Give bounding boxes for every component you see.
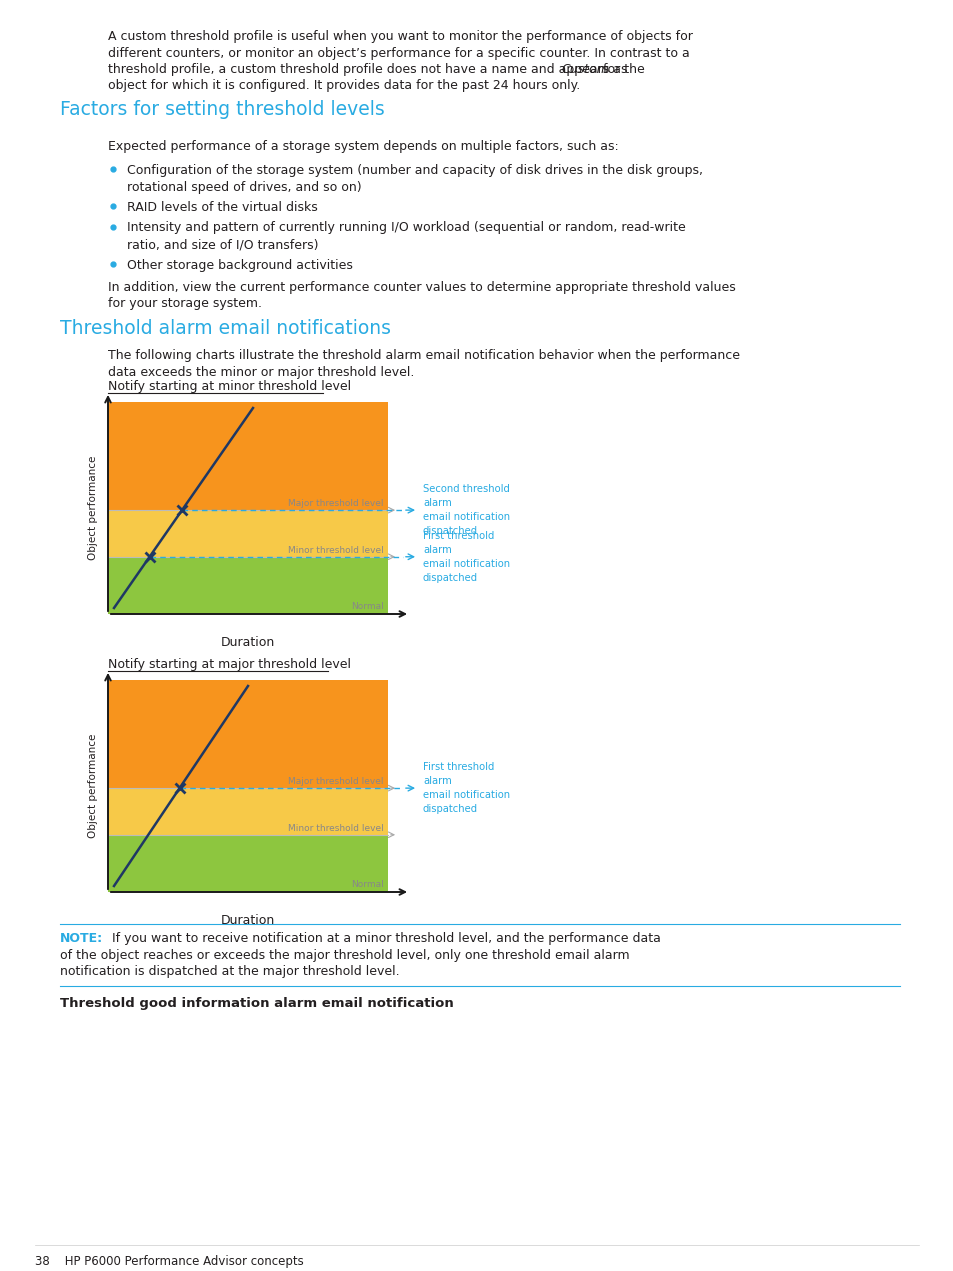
Text: Object performance: Object performance <box>88 733 98 838</box>
Text: Second threshold
alarm
email notification
dispatched: Second threshold alarm email notificatio… <box>422 484 510 536</box>
Text: for the: for the <box>598 64 644 76</box>
Text: First threshold
alarm
email notification
dispatched: First threshold alarm email notification… <box>422 763 510 815</box>
Text: NOTE:: NOTE: <box>60 932 103 946</box>
Text: Normal: Normal <box>351 602 384 611</box>
Bar <box>108 402 388 510</box>
Text: If you want to receive notification at a minor threshold level, and the performa: If you want to receive notification at a… <box>112 932 660 946</box>
Text: Object performance: Object performance <box>88 456 98 561</box>
Bar <box>108 557 388 614</box>
Bar <box>108 835 388 892</box>
Text: Threshold good information alarm email notification: Threshold good information alarm email n… <box>60 998 454 1010</box>
Text: Custom: Custom <box>560 64 608 76</box>
Text: A custom threshold profile is useful when you want to monitor the performance of: A custom threshold profile is useful whe… <box>108 31 692 43</box>
Text: Threshold alarm email notifications: Threshold alarm email notifications <box>60 319 391 338</box>
Text: Minor threshold level: Minor threshold level <box>288 545 384 554</box>
Text: Major threshold level: Major threshold level <box>288 777 384 787</box>
Text: rotational speed of drives, and so on): rotational speed of drives, and so on) <box>127 180 361 193</box>
Text: Other storage background activities: Other storage background activities <box>127 258 353 272</box>
Text: Duration: Duration <box>221 914 274 927</box>
Text: notification is dispatched at the major threshold level.: notification is dispatched at the major … <box>60 965 399 977</box>
Text: threshold profile, a custom threshold profile does not have a name and appears a: threshold profile, a custom threshold pr… <box>108 64 631 76</box>
Text: Notify starting at major threshold level: Notify starting at major threshold level <box>108 658 351 671</box>
Text: data exceeds the minor or major threshold level.: data exceeds the minor or major threshol… <box>108 366 414 379</box>
Text: Minor threshold level: Minor threshold level <box>288 824 384 833</box>
Text: 38    HP P6000 Performance Advisor concepts: 38 HP P6000 Performance Advisor concepts <box>35 1254 303 1268</box>
Text: Factors for setting threshold levels: Factors for setting threshold levels <box>60 100 384 119</box>
Text: Configuration of the storage system (number and capacity of disk drives in the d: Configuration of the storage system (num… <box>127 164 702 177</box>
Text: for your storage system.: for your storage system. <box>108 297 262 310</box>
Text: Expected performance of a storage system depends on multiple factors, such as:: Expected performance of a storage system… <box>108 140 618 153</box>
Text: The following charts illustrate the threshold alarm email notification behavior : The following charts illustrate the thre… <box>108 350 740 362</box>
Bar <box>108 680 388 788</box>
Text: Notify starting at minor threshold level: Notify starting at minor threshold level <box>108 380 351 393</box>
Bar <box>108 788 388 835</box>
Text: Duration: Duration <box>221 636 274 649</box>
Text: ratio, and size of I/O transfers): ratio, and size of I/O transfers) <box>127 238 318 250</box>
Text: object for which it is configured. It provides data for the past 24 hours only.: object for which it is configured. It pr… <box>108 80 579 93</box>
Text: Intensity and pattern of currently running I/O workload (sequential or random, r: Intensity and pattern of currently runni… <box>127 221 685 235</box>
Text: In addition, view the current performance counter values to determine appropriat: In addition, view the current performanc… <box>108 281 735 294</box>
Text: Normal: Normal <box>351 880 384 888</box>
Text: First threshold
alarm
email notification
dispatched: First threshold alarm email notification… <box>422 531 510 583</box>
Text: RAID levels of the virtual disks: RAID levels of the virtual disks <box>127 201 317 214</box>
Text: different counters, or monitor an object’s performance for a specific counter. I: different counters, or monitor an object… <box>108 47 689 60</box>
Bar <box>108 510 388 557</box>
Text: of the object reaches or exceeds the major threshold level, only one threshold e: of the object reaches or exceeds the maj… <box>60 948 629 961</box>
Text: Major threshold level: Major threshold level <box>288 500 384 508</box>
